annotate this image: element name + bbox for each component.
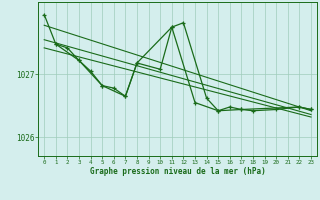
X-axis label: Graphe pression niveau de la mer (hPa): Graphe pression niveau de la mer (hPa) [90, 167, 266, 176]
